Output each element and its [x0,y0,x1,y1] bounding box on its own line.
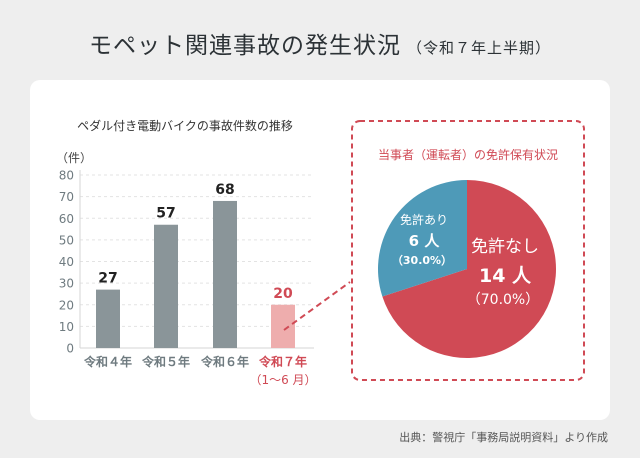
y-tick-label: 80 [59,169,74,183]
x-tick-label: 令和５年 [141,354,190,369]
y-axis-label: （件） [56,151,92,165]
pie-chart-title: 当事者（運転者）の免許保有状況 [377,148,558,162]
bar-chart-title: ペダル付き電動バイクの事故件数の推移 [77,119,293,133]
source-note: 出典：警視庁「事務局説明資料」より作成 [399,431,608,444]
y-tick-label: 60 [59,212,74,226]
y-tick-label: 40 [59,255,74,269]
bar [213,200,237,348]
x-tick-note: （1〜6 月） [249,373,316,387]
title-main: モペット関連事故の発生状況 [88,33,401,59]
pie-slice [378,180,467,297]
x-tick-label: 令和７年 [258,354,307,369]
pie-label: 免許なし [471,237,539,257]
y-tick-label: 30 [59,277,74,291]
y-tick-label: 20 [59,298,74,312]
pie-frame [351,120,585,381]
y-tick-label: 50 [59,233,74,247]
bar [154,224,178,348]
pie-percent: （70.0%） [467,292,539,308]
pie-count: 6 人 [409,232,441,250]
y-tick-label: 70 [59,190,74,204]
pie-count: 14 人 [479,265,532,287]
x-tick-label: 令和６年 [200,354,249,369]
pie-label: 免許あり [400,212,448,227]
bar-value-label: 27 [98,271,117,287]
bar-value-label: 57 [156,206,175,222]
connector-line [283,281,351,331]
pie-percent: （30.0%） [392,254,452,267]
pie-slice [382,180,556,358]
y-tick-label: 0 [66,342,74,356]
page-title: モペット関連事故の発生状況 （令和７年上半期） [0,26,640,60]
bar [271,304,295,348]
title-subtitle: （令和７年上半期） [406,39,551,57]
bar-value-label: 68 [215,182,234,198]
x-tick-label: 令和４年 [83,354,132,369]
y-tick-label: 10 [59,320,74,334]
bar [96,289,120,348]
bar-value-label: 20 [273,286,293,302]
